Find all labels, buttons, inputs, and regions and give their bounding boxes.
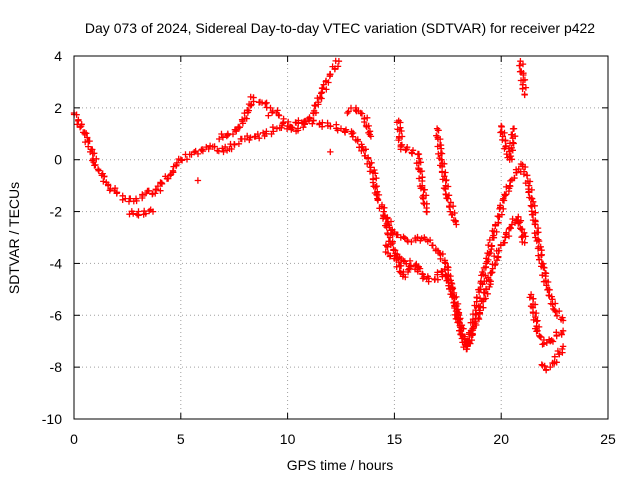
y-tick-label: -4	[50, 255, 63, 271]
chart-title: Day 073 of 2024, Sidereal Day-to-day VTE…	[85, 20, 595, 36]
y-axis-label: SDTVAR / TECUs	[6, 182, 22, 294]
grid-lines	[74, 56, 608, 419]
x-tick-label: 10	[280, 431, 296, 447]
y-tick-label: 0	[54, 152, 62, 168]
axis-ticks: 0 5 10 15 20 25 -10 -8 -6 -4 -2 0 2 4	[42, 48, 616, 447]
x-tick-label: 25	[600, 431, 616, 447]
x-tick-label: 0	[70, 431, 78, 447]
plot-frame	[73, 55, 609, 420]
series-track-main	[70, 109, 567, 350]
x-tick-label: 5	[177, 431, 185, 447]
x-tick-label: 15	[387, 431, 403, 447]
x-axis-label: GPS time / hours	[287, 457, 394, 473]
series-track-upper-loop	[216, 57, 375, 143]
y-tick-label: -6	[50, 307, 63, 323]
data-points	[70, 57, 567, 374]
series-track-spikes	[393, 58, 530, 228]
y-tick-label: -2	[50, 204, 63, 220]
series-track-stray-points	[126, 112, 494, 342]
x-tick-label: 20	[493, 431, 509, 447]
y-tick-label: -8	[50, 359, 63, 375]
series-track-lower-branch	[379, 213, 567, 353]
y-tick-label: -10	[42, 411, 62, 427]
series-track-bottom-right	[538, 343, 567, 374]
y-tick-label: 2	[54, 100, 62, 116]
y-tick-label: 4	[54, 48, 62, 64]
